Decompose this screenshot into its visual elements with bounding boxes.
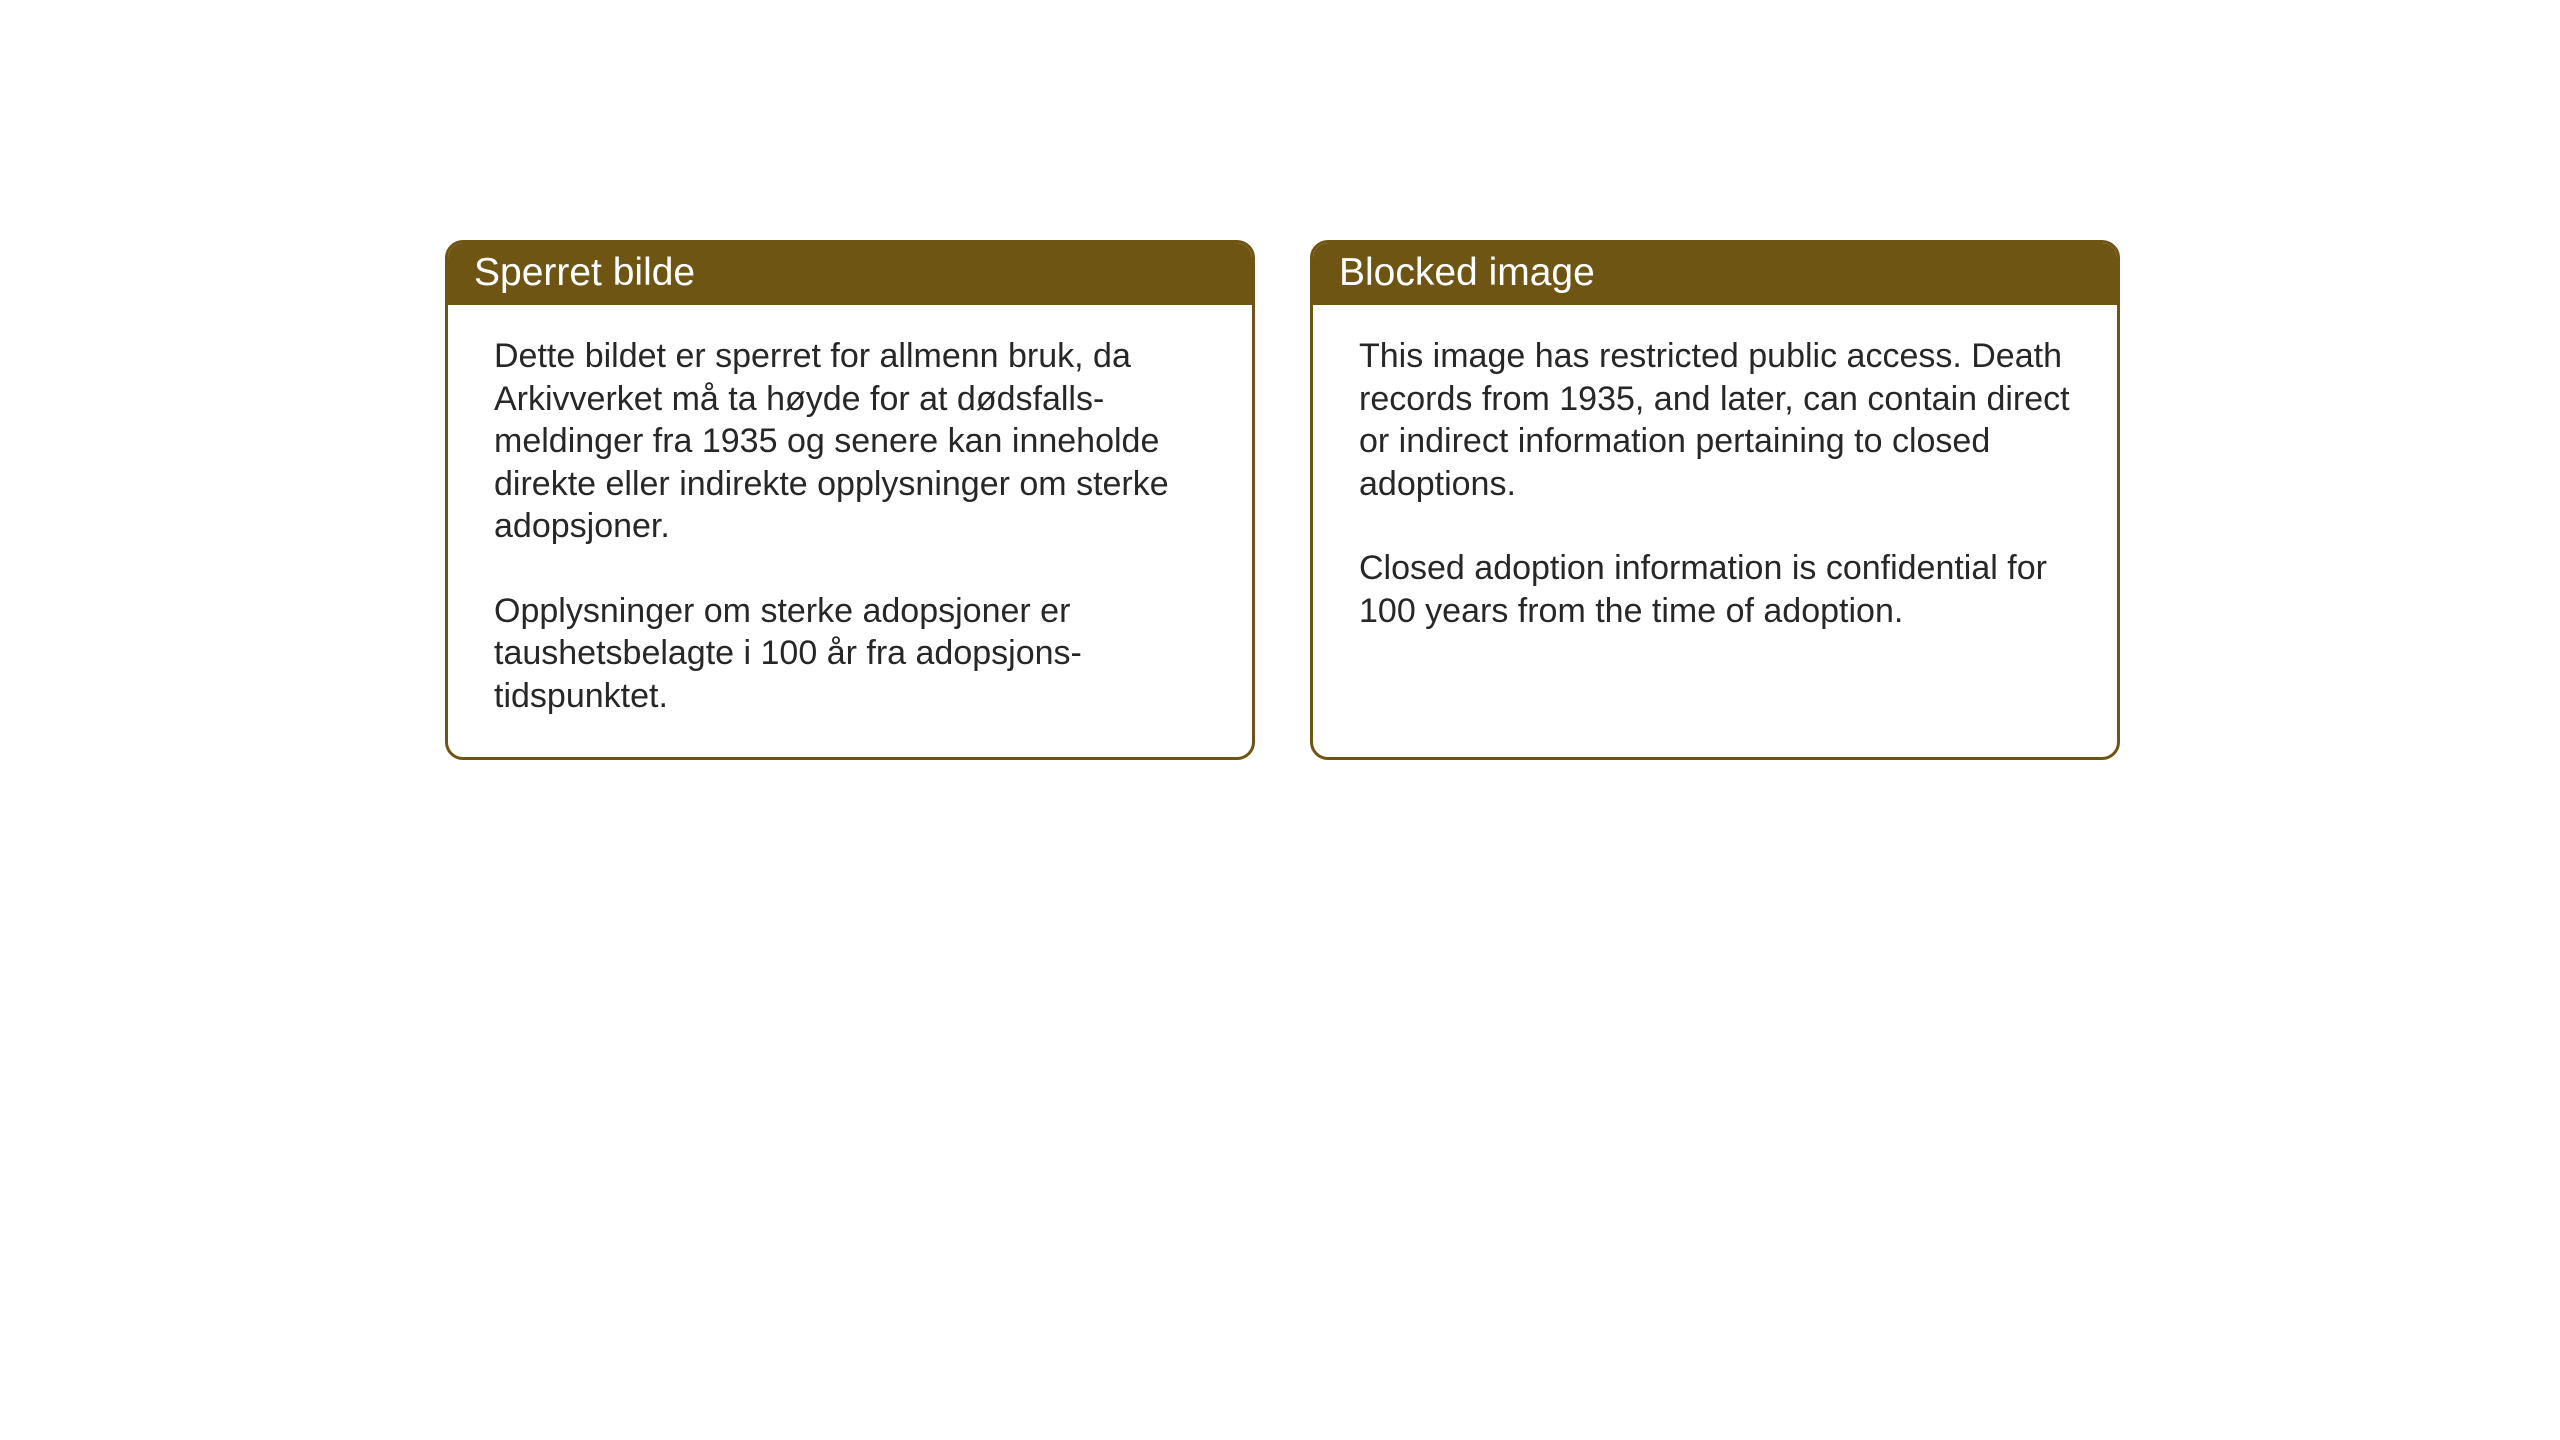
panel-norwegian-body: Dette bildet er sperret for allmenn bruk… [448, 305, 1252, 757]
panel-norwegian-paragraph-2: Opplysninger om sterke adopsjoner er tau… [494, 590, 1212, 718]
panel-english-title: Blocked image [1339, 251, 1595, 294]
panel-english-paragraph-2: Closed adoption information is confident… [1359, 547, 2077, 632]
panel-norwegian-title: Sperret bilde [474, 251, 695, 294]
panel-english-body: This image has restricted public access.… [1313, 305, 2117, 672]
panel-norwegian-header: Sperret bilde [448, 243, 1252, 305]
panel-norwegian-paragraph-1: Dette bildet er sperret for allmenn bruk… [494, 335, 1212, 548]
panel-english-paragraph-1: This image has restricted public access.… [1359, 335, 2077, 505]
panel-english: Blocked image This image has restricted … [1310, 240, 2120, 760]
panels-container: Sperret bilde Dette bildet er sperret fo… [0, 0, 2560, 760]
panel-norwegian: Sperret bilde Dette bildet er sperret fo… [445, 240, 1255, 760]
panel-english-header: Blocked image [1313, 243, 2117, 305]
